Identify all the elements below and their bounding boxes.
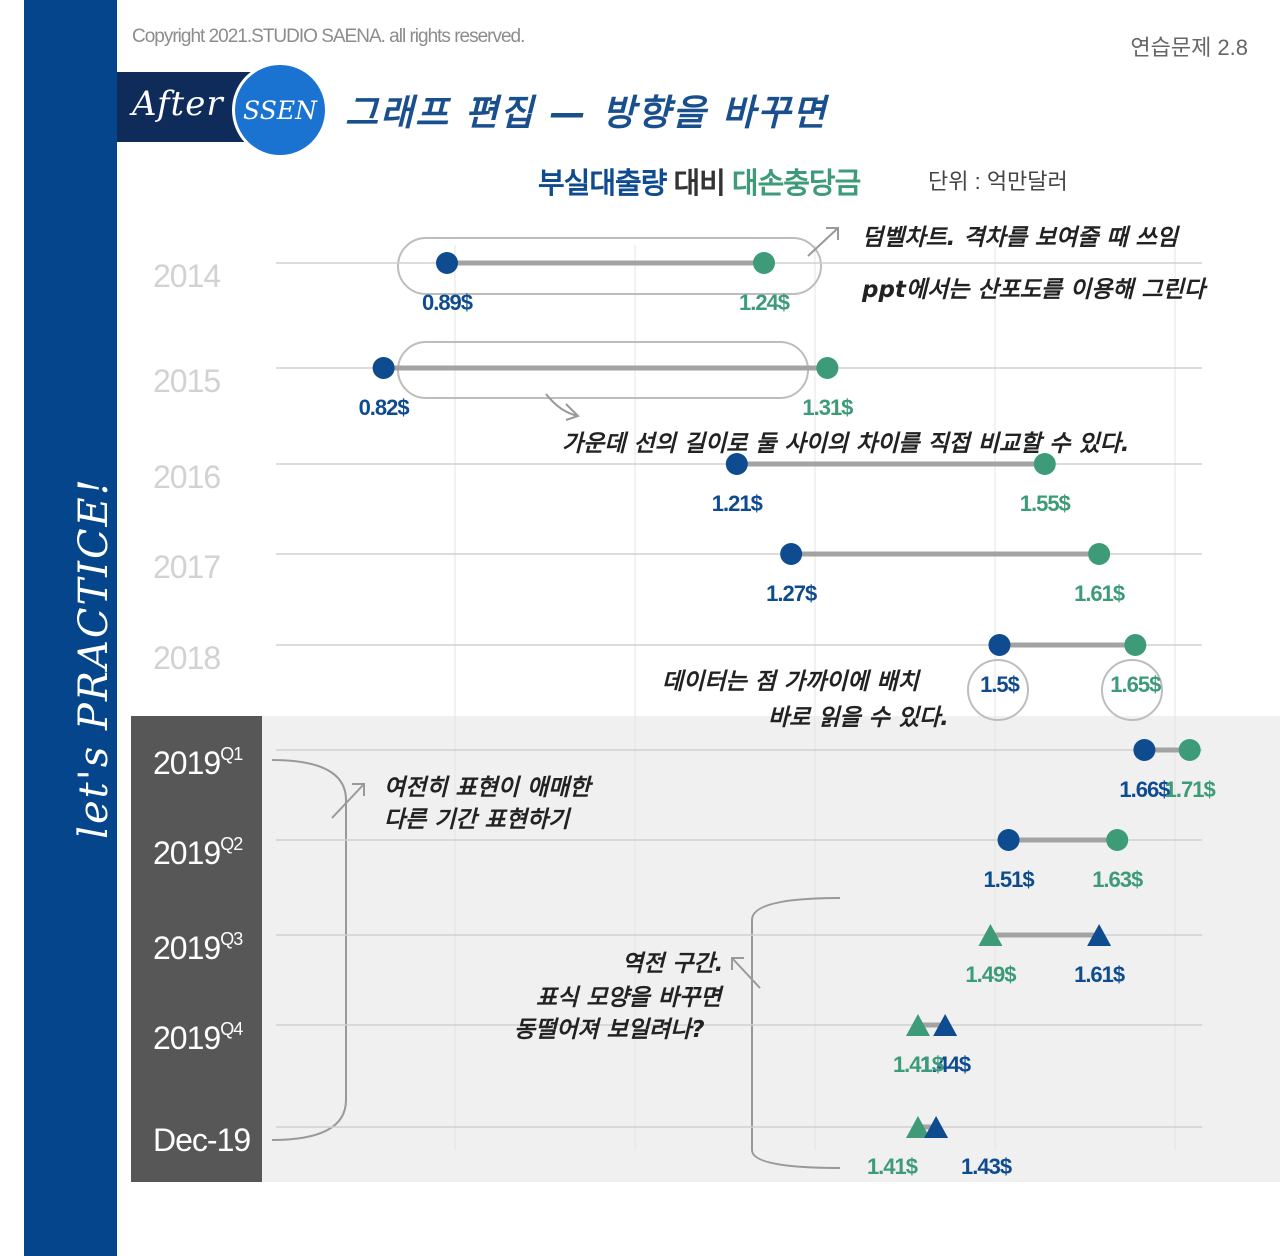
year-label: 2015: [153, 363, 220, 399]
allowance-point: [1033, 453, 1056, 475]
year-label: 2016: [153, 459, 220, 495]
quarterly-label-column: [131, 716, 262, 1182]
allowance-point: [816, 357, 839, 379]
loan-value-label: 1.43$: [961, 1154, 1012, 1179]
loan-value-label: 1.51$: [984, 867, 1035, 892]
header-title: 그래프 편집 — 방향을 바꾸면: [345, 93, 828, 134]
exercise-number: 연습문제 2.8: [1130, 35, 1248, 60]
loan-value-label: 1.44$: [920, 1052, 971, 1077]
annotation-reverse-2: 표식 모양을 바꾸면: [536, 985, 722, 1011]
year-label: 2014: [153, 258, 220, 294]
loan-point: [725, 453, 748, 475]
loan-point: [780, 543, 803, 565]
allowance-value-label: 1.63$: [1092, 867, 1143, 892]
ssen-badge: SSEN: [232, 62, 328, 158]
arrow-icon-dumbbell: [807, 227, 839, 257]
quarter-superscript: Q1: [220, 744, 243, 764]
loan-point: [436, 252, 458, 274]
loan-value-label: 1.21$: [712, 491, 763, 516]
allowance-value-label: 1.49$: [965, 962, 1016, 987]
loan-value-label: 1.27$: [766, 581, 817, 606]
annotation-period-2: 다른 기간 표현하기: [384, 807, 570, 833]
loan-value-label: 0.89$: [422, 290, 473, 315]
loan-point: [933, 1014, 958, 1036]
after-label: After: [132, 84, 224, 124]
allowance-point: [1106, 829, 1129, 851]
chart-title-loan: 부실대출량: [538, 168, 667, 200]
loan-value-label: 1.66$: [1119, 777, 1170, 802]
arrow-icon-middle-line: [545, 393, 580, 421]
quarter-superscript: Q4: [220, 1019, 243, 1039]
allowance-value-label: 1.41$: [867, 1154, 918, 1179]
allowance-value-label: 1.71$: [1165, 777, 1216, 802]
loan-value-label: 1.61$: [1074, 962, 1125, 987]
sidebar: let's PRACTICE!: [24, 0, 117, 1256]
annotation-labels-1: 데이터는 점 가까이에 배치: [662, 669, 919, 695]
allowance-point: [905, 1116, 930, 1138]
unit-label: 단위 : 억만달러: [928, 169, 1068, 194]
annotation-dumbbell-2: ppt에서는 산포도를 이용해 그린다: [862, 277, 1206, 303]
annotation-middle-line: 가운데 선의 길이로 둘 사이의 차이를 직접 비교할 수 있다.: [562, 431, 1130, 457]
loan-point: [988, 634, 1011, 656]
allowance-point: [1124, 634, 1147, 656]
annotation-period-1: 여전히 표현이 애매한: [384, 775, 591, 801]
quarterly-section-band: [262, 716, 1280, 1182]
chart-title: 부실대출량 대비 대손충당금: [538, 160, 861, 202]
chart-title-allowance: 대손충당금: [731, 168, 861, 200]
year-label: 2019Q4: [153, 1019, 243, 1056]
highlight-circle-label-1: [967, 659, 1029, 721]
year-label: Dec-19: [153, 1122, 250, 1158]
annotation-dumbbell-1: 덤벨차트. 격차를 보여줄 때 쓰임: [862, 225, 1178, 251]
arrow-icon-reverse: [731, 957, 761, 989]
highlight-circle-label-2: [1101, 659, 1163, 721]
loan-point: [924, 1116, 949, 1138]
allowance-point: [978, 924, 1003, 946]
loan-value-label: 0.82$: [359, 395, 410, 420]
arrow-icon-period: [331, 783, 365, 819]
chart-title-versus: 대비: [666, 168, 732, 200]
allowance-value-label: 1.24$: [739, 290, 790, 315]
loan-point: [1087, 924, 1112, 946]
quarter-superscript: Q3: [220, 929, 243, 949]
highlight-capsule-2014: [397, 237, 822, 295]
annotation-reverse-3: 동떨어져 보일려나?: [514, 1017, 705, 1043]
allowance-point: [1088, 543, 1111, 565]
allowance-point: [1178, 739, 1201, 761]
year-label: 2019Q1: [153, 744, 243, 781]
loan-point: [1133, 739, 1156, 761]
quarter-superscript: Q2: [220, 834, 243, 854]
loan-point: [997, 829, 1020, 851]
copyright-text: Copyright 2021.STUDIO SAENA. all rights …: [132, 26, 525, 47]
allowance-value-label: 1.31$: [802, 395, 853, 420]
year-label: 2017: [153, 549, 220, 585]
loan-point: [372, 357, 395, 379]
annotation-reverse-1: 역전 구간.: [622, 951, 724, 977]
allowance-value-label: 1.41$: [893, 1052, 944, 1077]
allowance-value-label: 1.55$: [1020, 491, 1071, 516]
bracket-reverse: [751, 897, 841, 1169]
allowance-value-label: 1.65$: [1110, 672, 1161, 697]
loan-value-label: 1.5$: [980, 672, 1020, 697]
allowance-point: [905, 1014, 930, 1036]
annotation-labels-2: 바로 읽을 수 있다.: [768, 705, 949, 731]
ssen-label: SSEN: [243, 95, 317, 125]
bracket-period: [271, 759, 347, 1141]
allowance-value-label: 1.61$: [1074, 581, 1125, 606]
allowance-point: [753, 252, 775, 274]
year-label: 2018: [153, 640, 220, 676]
